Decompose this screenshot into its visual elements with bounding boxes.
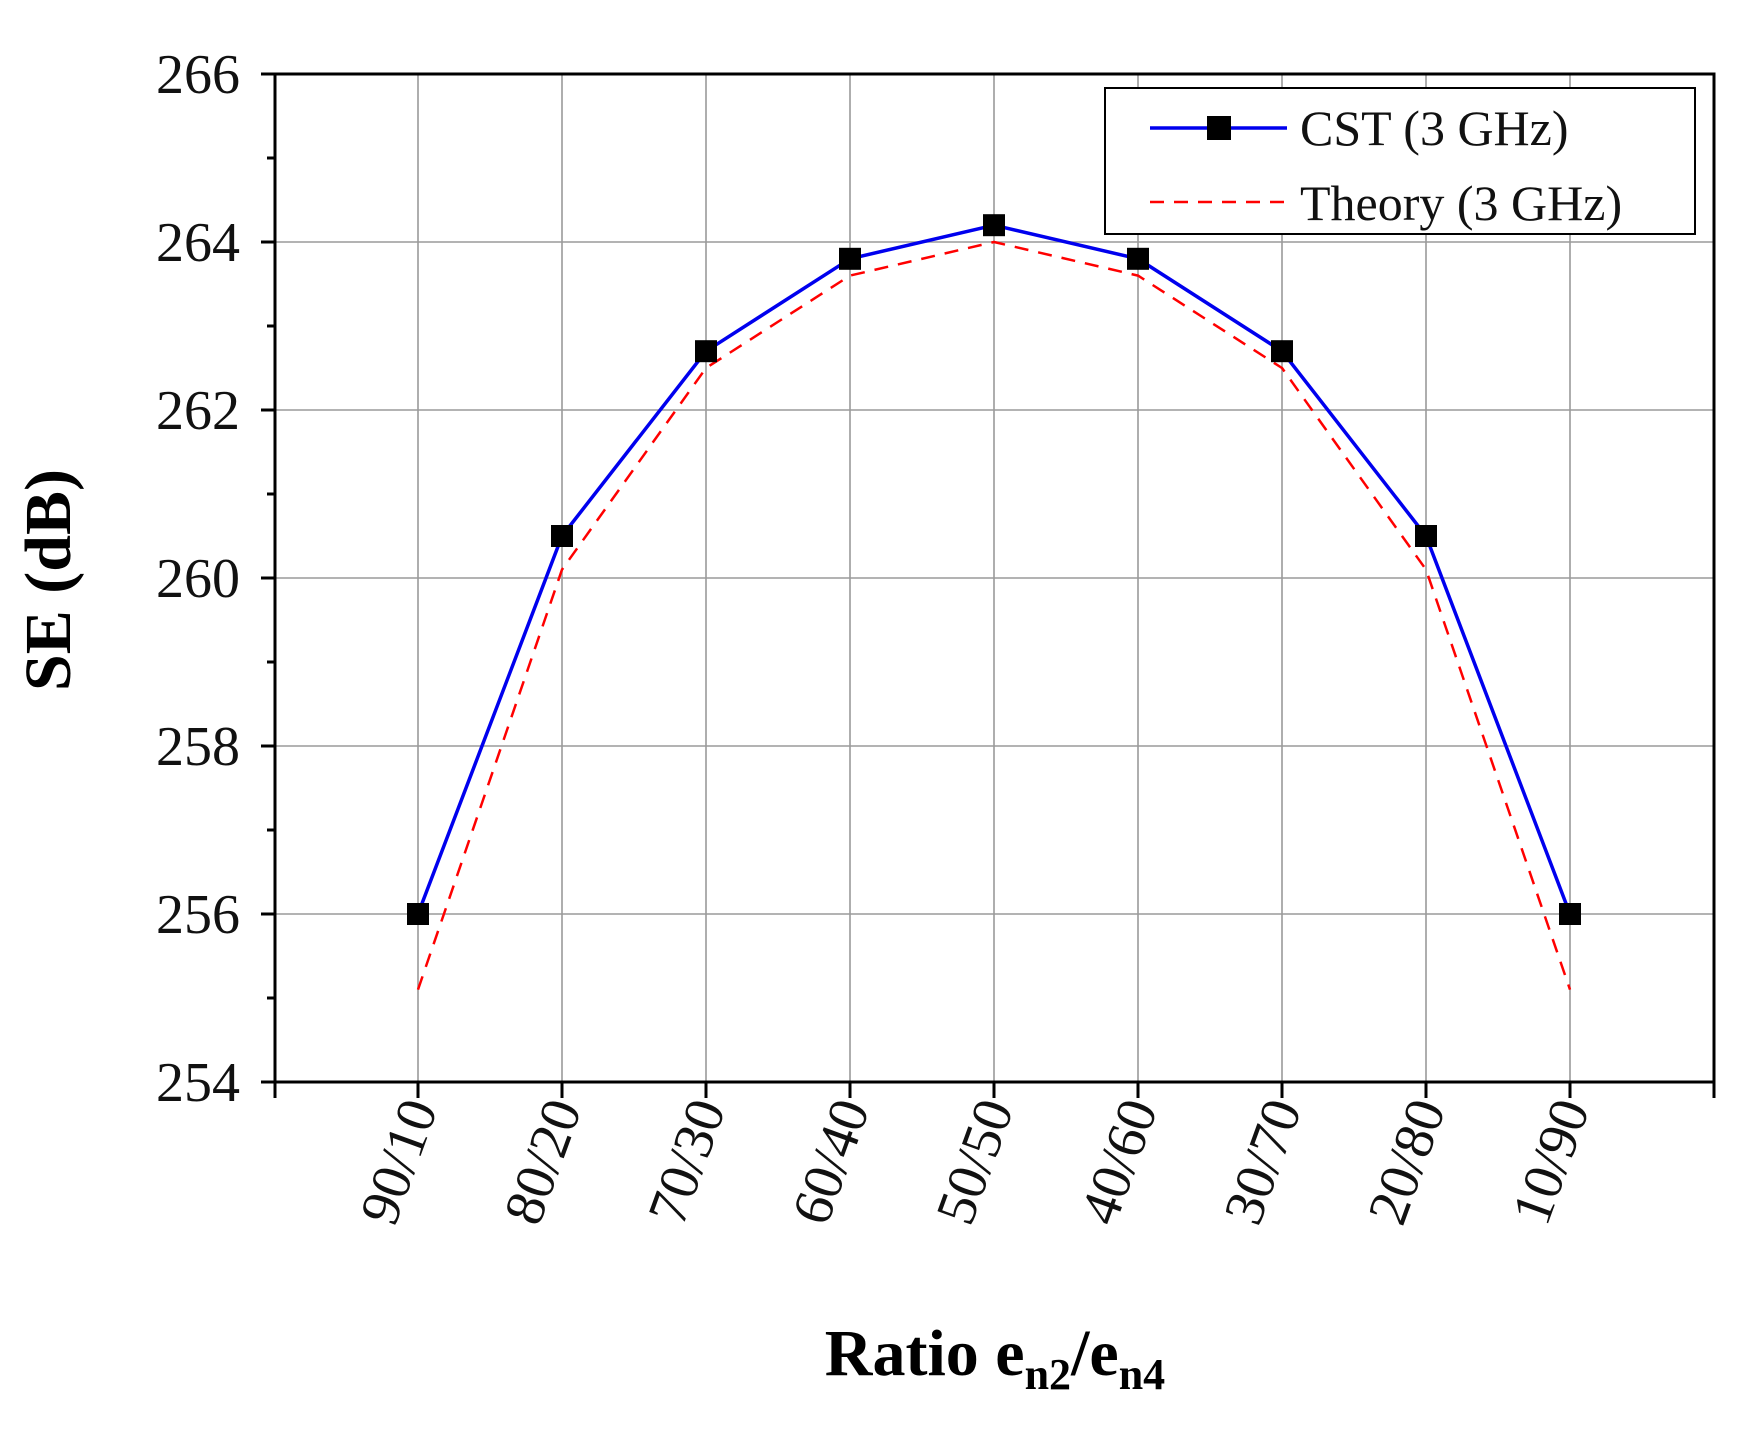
data-point-marker xyxy=(839,247,861,270)
series-line-1 xyxy=(416,240,1572,991)
data-point-marker xyxy=(1415,525,1437,547)
legend-label-cst: CST (3 GHz) xyxy=(1300,100,1569,156)
y-tick-label: 262 xyxy=(156,380,240,442)
legend-box xyxy=(1104,87,1696,235)
legend-cst-marker xyxy=(1207,116,1231,140)
y-tick-label: 260 xyxy=(156,548,240,610)
y-tick-label: 264 xyxy=(156,212,240,274)
series-layer xyxy=(407,214,1581,991)
data-point-marker xyxy=(1271,340,1293,363)
legend-label-theory: Theory (3 GHz) xyxy=(1300,175,1622,231)
data-point-marker xyxy=(1127,247,1149,270)
x-axis-title: Ratio en2/en4 xyxy=(825,1317,1165,1399)
data-point-marker xyxy=(695,340,717,363)
y-tick-label: 254 xyxy=(156,1052,240,1114)
y-tick-label: 266 xyxy=(156,44,240,106)
x-axis-title-main: Ratio e xyxy=(825,1317,1025,1390)
x-axis-title-mid: /e xyxy=(1070,1317,1119,1390)
y-tick-label: 258 xyxy=(156,716,240,778)
data-point-marker xyxy=(551,525,573,547)
x-axis-title-sub2: n4 xyxy=(1119,1350,1165,1399)
data-point-marker xyxy=(1559,903,1581,925)
x-axis-title-sub1: n2 xyxy=(1025,1350,1071,1399)
y-axis-title: SE (dB) xyxy=(12,469,85,691)
legend: CST (3 GHz) Theory (3 GHz) xyxy=(1104,87,1696,235)
y-tick-label: 256 xyxy=(156,884,240,946)
axes xyxy=(261,72,1716,1098)
data-point-marker xyxy=(407,903,429,925)
data-point-marker xyxy=(983,214,1005,237)
